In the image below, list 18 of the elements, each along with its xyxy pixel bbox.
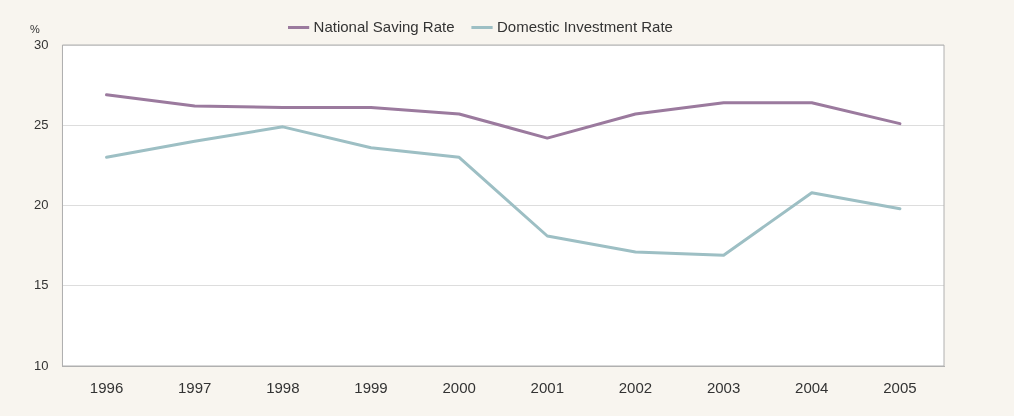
y-axis-title: % (30, 22, 40, 35)
legend-label: National Saving Rate (313, 17, 455, 35)
x-tick-label: 2003 (706, 379, 741, 397)
y-tick-label: 20 (33, 197, 49, 213)
x-tick-label: 1998 (266, 379, 300, 397)
x-tick-label: 2004 (795, 379, 829, 397)
x-tick-label: 2001 (530, 379, 564, 397)
x-tick-label: 1997 (178, 379, 212, 397)
x-tick-label: 2000 (442, 379, 476, 397)
y-tick-label: 25 (33, 116, 49, 132)
x-tick-label: 2002 (618, 379, 653, 397)
y-tick-label: 10 (33, 357, 49, 373)
y-tick-label: 30 (33, 36, 49, 52)
legend-label: Domestic Investment Rate (497, 17, 673, 35)
x-tick-label: 1999 (354, 379, 388, 397)
x-tick-label: 1996 (89, 379, 124, 397)
x-tick-label: 2005 (883, 379, 917, 397)
y-tick-label: 15 (33, 277, 49, 293)
